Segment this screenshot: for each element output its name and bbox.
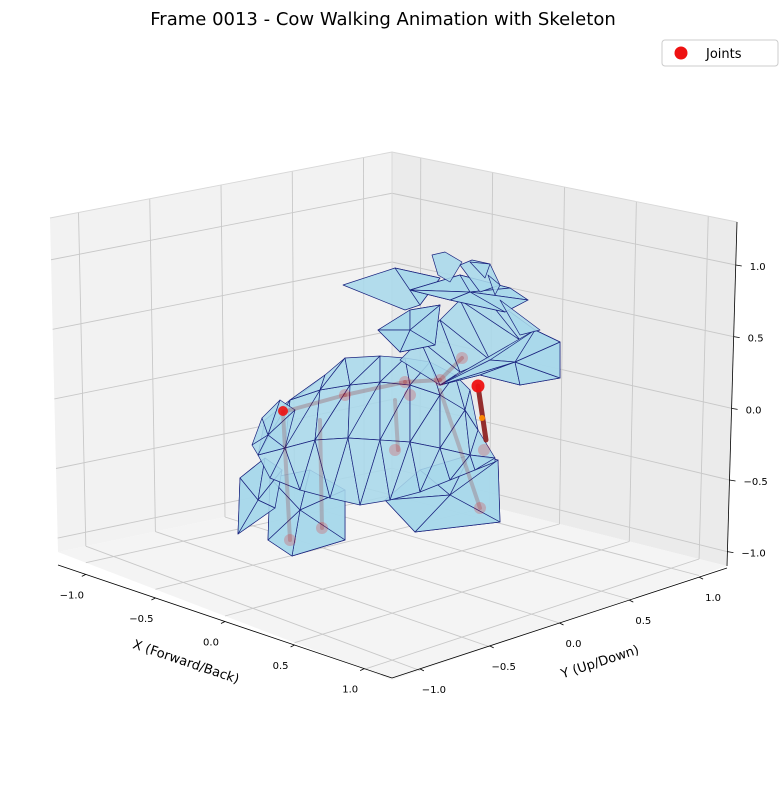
x-tick-label: 0.0 — [203, 638, 219, 649]
mesh-triangle — [439, 359, 516, 386]
x-tick-label: 0.5 — [273, 661, 289, 672]
skeleton — [278, 352, 490, 546]
joint-marker — [434, 374, 446, 386]
joint-marker — [474, 502, 486, 514]
mesh-triangle — [384, 494, 451, 533]
y-tick-label: 1.0 — [705, 593, 721, 604]
legend-label-joints: Joints — [705, 47, 742, 62]
x-axis-label: X (Forward/Back) — [131, 638, 241, 688]
mesh-triangle — [487, 274, 501, 296]
skeleton-bone — [393, 398, 400, 452]
z-tick-label: 1.0 — [750, 262, 766, 273]
mesh-triangle — [409, 289, 471, 301]
z-tick-label: −1.0 — [741, 549, 765, 560]
joint-marker — [456, 352, 468, 364]
z-tick-label: 0.5 — [748, 334, 764, 345]
joint-marker — [339, 389, 351, 401]
y-tick-label: 0.0 — [566, 639, 582, 650]
mesh-triangle — [459, 259, 501, 293]
legend: Joints — [661, 39, 779, 67]
y-tick-label: −1.0 — [422, 685, 446, 696]
legend-marker-joints — [674, 46, 688, 60]
skeleton-bone — [438, 356, 464, 382]
mesh-triangle — [499, 299, 541, 336]
x-tick-label: −1.0 — [60, 590, 84, 601]
mesh-triangle — [431, 251, 463, 283]
z-tick-label: −0.5 — [744, 477, 768, 488]
joint-marker — [479, 415, 485, 421]
joint-marker — [389, 444, 401, 456]
joint-marker — [471, 379, 485, 393]
joint-marker — [399, 376, 411, 388]
x-tick-label: −0.5 — [129, 614, 153, 625]
chart-title: Frame 0013 - Cow Walking Animation with … — [150, 9, 615, 30]
joint-marker — [404, 389, 416, 401]
joint-marker — [284, 534, 296, 546]
mesh-triangle — [464, 389, 479, 431]
tick-marks: −1.0 −0.5 0.0 0.5 1.0 −1.0 −0.5 0.0 0.5 1.0 −1.0 −0… — [60, 262, 768, 696]
y-tick-label: 0.5 — [635, 616, 651, 627]
skeleton-bone — [475, 383, 489, 443]
mesh-triangle — [474, 457, 496, 471]
cow-mesh — [237, 251, 561, 557]
legend-box — [661, 39, 779, 67]
mesh-triangle — [237, 477, 259, 535]
skeleton-bone — [281, 410, 292, 542]
skeleton-bone — [281, 393, 347, 414]
joint-marker — [316, 522, 328, 534]
skeleton-bone — [343, 380, 407, 397]
joint-marker — [478, 444, 490, 456]
mesh-triangle — [251, 434, 269, 456]
mesh-triangle — [377, 329, 411, 353]
x-tick-label: 1.0 — [342, 685, 358, 696]
mesh-triangle — [469, 261, 491, 279]
skeleton-bone — [438, 388, 482, 510]
y-tick-label: −0.5 — [492, 662, 516, 673]
z-tick-label: 0.0 — [746, 405, 762, 416]
joint-marker — [278, 406, 288, 416]
skeleton-bone — [318, 418, 324, 530]
skeleton-bone — [403, 378, 442, 384]
